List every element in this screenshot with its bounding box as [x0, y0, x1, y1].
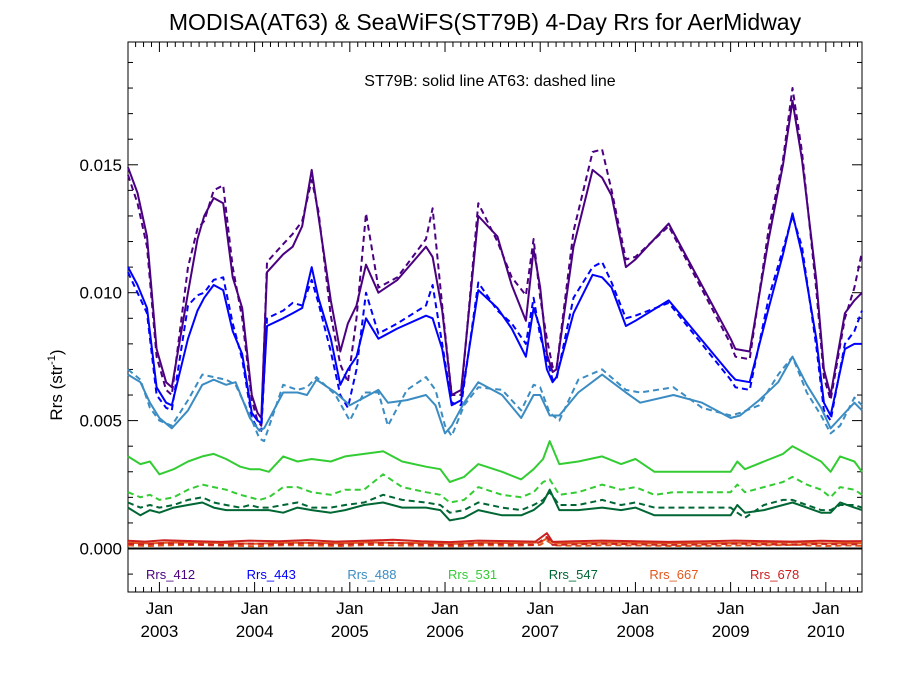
- series-line-solid-rrs-547: [127, 488, 863, 522]
- x-tick-label-year: 2007: [521, 622, 559, 641]
- x-tick-label-year: 2004: [236, 622, 274, 641]
- y-tick-label: 0.010: [79, 284, 122, 303]
- series-line-solid-rrs-531: [127, 440, 863, 483]
- series-line-dashed-rrs-443: [127, 215, 863, 432]
- x-tick-label-month: Jan: [717, 599, 744, 618]
- legend-item: Rrs_547: [549, 567, 598, 582]
- x-tick-label-year: 2006: [426, 622, 464, 641]
- y-axis-label: Rrs (str-1): [46, 349, 66, 420]
- x-tick-label-month: Jan: [146, 599, 173, 618]
- y-tick-label: 0.000: [79, 540, 122, 559]
- x-tick-label-month: Jan: [622, 599, 649, 618]
- x-tick-label-month: Jan: [431, 599, 458, 618]
- series-line-dashed-rrs-667: [127, 539, 863, 548]
- x-tick-label-year: 2009: [712, 622, 750, 641]
- line-style-note: ST79B: solid line AT63: dashed line: [364, 73, 616, 90]
- plot-area: 0.000 0.005 0.010 0.015 Jan 2003 Jan 2004 Jan 200…: [79, 41, 863, 641]
- y-axis-label-sup: -1: [46, 355, 58, 365]
- y-tick-label: 0.005: [79, 412, 122, 431]
- chart-title: MODISA(AT63) & SeaWiFS(ST79B) 4-Day Rrs …: [169, 9, 802, 35]
- x-tick-label-year: 2008: [617, 622, 655, 641]
- x-tick-label-month: Jan: [812, 599, 839, 618]
- y-axis-label-tail: ): [47, 349, 66, 355]
- legend-item: Rrs_667: [649, 567, 698, 582]
- x-tick-label-month: Jan: [527, 599, 554, 618]
- legend-item: Rrs_678: [750, 567, 799, 582]
- x-tick-label-year: 2005: [331, 622, 369, 641]
- x-tick-label-year: 2003: [141, 622, 179, 641]
- legend-item: Rrs_412: [146, 567, 195, 582]
- series-line-dashed-rrs-547: [127, 491, 863, 519]
- x-tick-label-month: Jan: [336, 599, 363, 618]
- series-line-dashed-rrs-531: [127, 473, 863, 504]
- y-axis-label-main: Rrs (str: [47, 365, 66, 421]
- legend-item: Rrs_531: [448, 567, 497, 582]
- y-tick-label: 0.015: [79, 156, 122, 175]
- x-tick-label-month: Jan: [241, 599, 268, 618]
- series-line-dashed-rrs-412: [127, 87, 863, 427]
- legend-item: Rrs_443: [247, 567, 296, 582]
- series-line-solid-rrs-412: [127, 99, 863, 419]
- series-line-solid-rrs-488: [127, 355, 863, 435]
- series-line-solid-rrs-678: [127, 532, 863, 544]
- series-line-dashed-rrs-488: [127, 355, 863, 443]
- legend-item: Rrs_488: [347, 567, 396, 582]
- series-line-solid-rrs-443: [127, 212, 862, 425]
- series-line-solid-rrs-667: [127, 537, 863, 545]
- plot-frame: [127, 41, 863, 593]
- x-tick-label-year: 2010: [807, 622, 845, 641]
- series-line-dashed-rrs-678: [127, 536, 863, 546]
